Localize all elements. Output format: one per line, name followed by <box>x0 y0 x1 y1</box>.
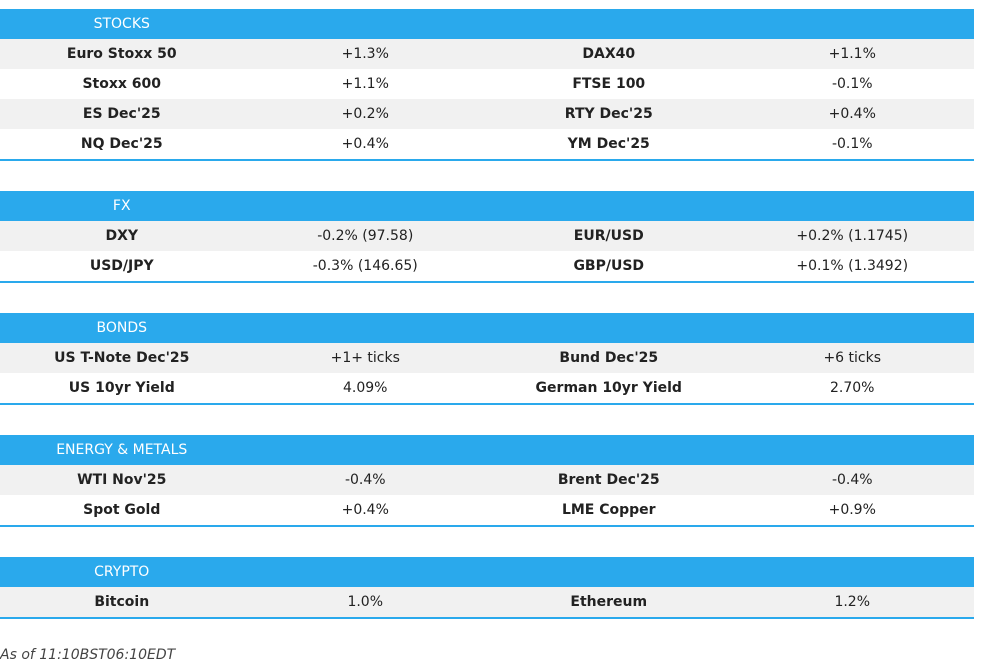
table-row: Euro Stoxx 50 +1.3% DAX40 +1.1% <box>0 39 974 69</box>
table-section: BONDS US T-Note Dec'25 +1+ ticks Bund Dec'2… <box>0 313 974 405</box>
footer: As of 11:10BST06:10EDT <box>0 647 176 663</box>
section-header: ENERGY & METALS <box>0 435 974 465</box>
instrument-name: DXY <box>105 228 139 244</box>
instrument-name: WTI Nov'25 <box>77 472 167 488</box>
table-row: ES Dec'25 +0.2% RTY Dec'25 +0.4% <box>0 99 974 129</box>
instrument-change: +0.4% <box>341 136 389 152</box>
instrument-change: -0.1% <box>831 76 873 92</box>
table-section: STOCKS Euro Stoxx 50 +1.3% DAX40 +1.1% Stoxx … <box>0 9 974 161</box>
table-row: USD/JPY -0.3% (146.65) GBP/USD +0.1% (1.349… <box>0 251 974 283</box>
instrument-change: +1.1% <box>828 46 876 62</box>
instrument-change: 1.2% <box>834 594 871 610</box>
instrument-change: +0.4% <box>828 106 876 122</box>
table-section: FX DXY -0.2% (97.58) EUR/USD +0.2% (1.1745) U… <box>0 191 974 283</box>
section-body: Bitcoin 1.0% Ethereum 1.2% <box>0 587 974 619</box>
section-body: US T-Note Dec'25 +1+ ticks Bund Dec'25 +6 t… <box>0 343 974 405</box>
section-body: Euro Stoxx 50 +1.3% DAX40 +1.1% Stoxx 600 +1.… <box>0 39 974 161</box>
instrument-name: RTY Dec'25 <box>564 106 653 122</box>
instrument-name: Euro Stoxx 50 <box>66 46 177 62</box>
instrument-change: +0.9% <box>828 502 876 518</box>
instrument-name: YM Dec'25 <box>567 136 650 152</box>
section-title: STOCKS <box>93 16 150 32</box>
instrument-change: 4.09% <box>343 380 388 396</box>
instrument-name: FTSE 100 <box>572 76 646 92</box>
instrument-change: -0.3% (146.65) <box>312 258 418 274</box>
table-section: CRYPTO Bitcoin 1.0% Ethereum 1.2% <box>0 557 974 619</box>
instrument-name: Stoxx 600 <box>82 76 162 92</box>
instrument-change: -0.4% <box>831 472 873 488</box>
instrument-change: 2.70% <box>830 380 875 396</box>
table-row: NQ Dec'25 +0.4% YM Dec'25 -0.1% <box>0 129 974 161</box>
instrument-name: GBP/USD <box>573 258 645 274</box>
instrument-change: +0.1% (1.3492) <box>796 258 909 274</box>
instrument-change: +1.3% <box>341 46 389 62</box>
instrument-change: 1.0% <box>347 594 384 610</box>
instrument-change: -0.4% <box>344 472 386 488</box>
instrument-change: -0.1% <box>831 136 873 152</box>
instrument-name: Bitcoin <box>94 594 150 610</box>
section-header: STOCKS <box>0 9 974 39</box>
instrument-name: US T-Note Dec'25 <box>54 350 190 366</box>
table-row: WTI Nov'25 -0.4% Brent Dec'25 -0.4% <box>0 465 974 495</box>
section-header: CRYPTO <box>0 557 974 587</box>
section-body: DXY -0.2% (97.58) EUR/USD +0.2% (1.1745) USD… <box>0 221 974 283</box>
instrument-name: LME Copper <box>561 502 656 518</box>
instrument-name: EUR/USD <box>573 228 644 244</box>
section-title: FX <box>112 198 131 214</box>
instrument-name: US 10yr Yield <box>68 380 175 396</box>
section-title: ENERGY & METALS <box>56 442 188 458</box>
section-header: FX <box>0 191 974 221</box>
table-row: Stoxx 600 +1.1% FTSE 100 -0.1% <box>0 69 974 99</box>
instrument-name: USD/JPY <box>89 258 154 274</box>
table-row: Bitcoin 1.0% Ethereum 1.2% <box>0 587 974 619</box>
instrument-change: +0.4% <box>341 502 389 518</box>
section-title: CRYPTO <box>94 564 150 580</box>
table-section: ENERGY & METALS WTI Nov'25 -0.4% Brent Dec'… <box>0 435 974 527</box>
instrument-name: DAX40 <box>582 46 636 62</box>
instrument-name: Ethereum <box>570 594 648 610</box>
instrument-change: +0.2% <box>341 106 389 122</box>
table-row: DXY -0.2% (97.58) EUR/USD +0.2% (1.1745) <box>0 221 974 251</box>
table-row: US 10yr Yield 4.09% German 10yr Yield 2.70% <box>0 373 974 405</box>
instrument-change: -0.2% (97.58) <box>317 228 414 244</box>
instrument-name: NQ Dec'25 <box>80 136 163 152</box>
table-row: US T-Note Dec'25 +1+ ticks Bund Dec'25 +6 t… <box>0 343 974 373</box>
instrument-name: German 10yr Yield <box>535 380 682 396</box>
section-header: BONDS <box>0 313 974 343</box>
instrument-change: +0.2% (1.1745) <box>796 228 909 244</box>
instrument-name: Brent Dec'25 <box>557 472 660 488</box>
instrument-name: ES Dec'25 <box>82 106 161 122</box>
table-row: Spot Gold +0.4% LME Copper +0.9% <box>0 495 974 527</box>
instrument-name: Spot Gold <box>83 502 161 518</box>
instrument-change: +1+ ticks <box>330 350 400 366</box>
instrument-name: Bund Dec'25 <box>559 350 659 366</box>
section-body: WTI Nov'25 -0.4% Brent Dec'25 -0.4% Spot Gol… <box>0 465 974 527</box>
section-title: BONDS <box>96 320 148 336</box>
instrument-change: +1.1% <box>341 76 389 92</box>
instrument-change: +6 ticks <box>823 350 882 366</box>
